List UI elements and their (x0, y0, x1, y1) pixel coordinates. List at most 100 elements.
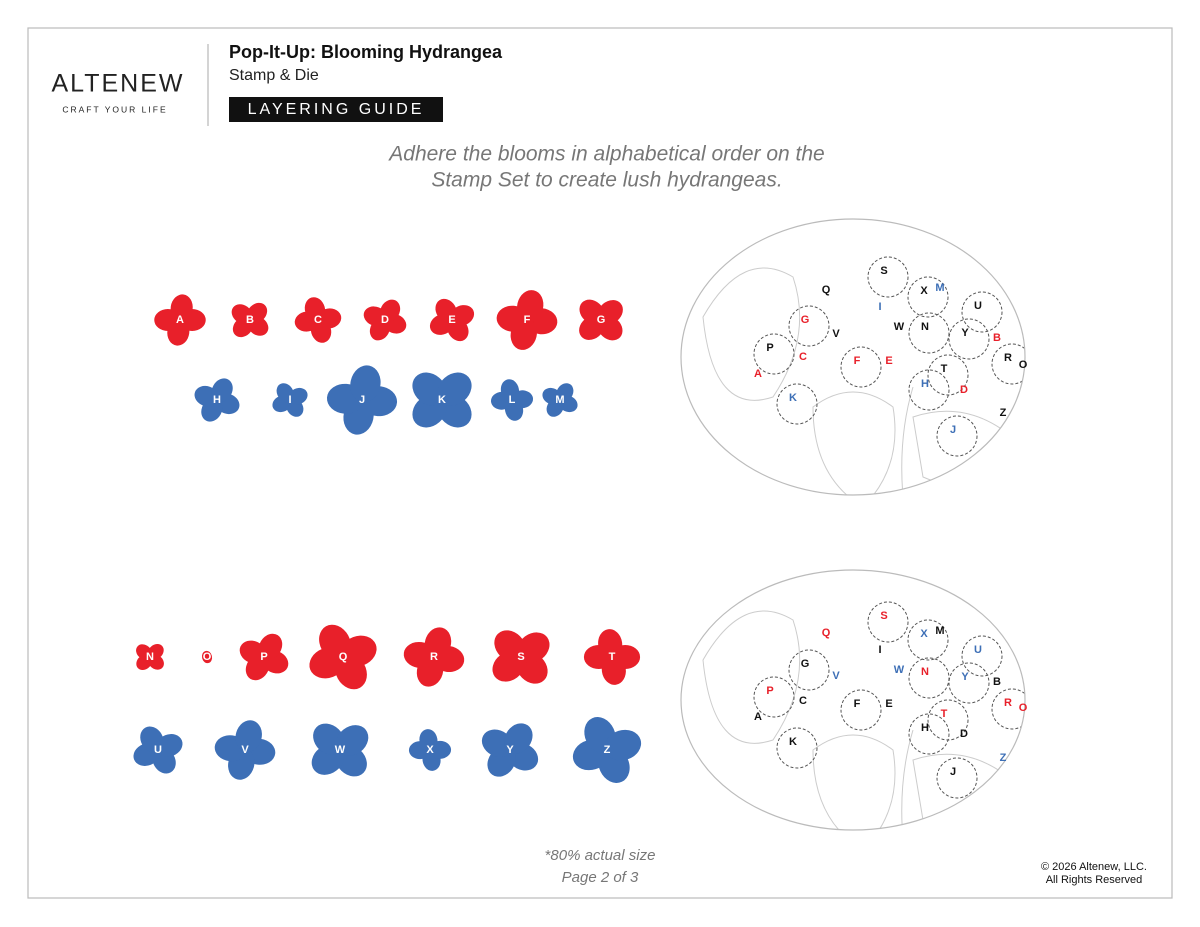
bloom (572, 717, 642, 783)
bloom-letter: W (335, 744, 346, 756)
diagram-letter: G (801, 658, 810, 670)
diagram-letter: U (974, 300, 982, 312)
diagram-letter: Z (1000, 752, 1007, 764)
petal (556, 383, 574, 403)
bloom-letter: C (314, 314, 322, 326)
bloom-letter: V (241, 744, 249, 756)
bloom (326, 365, 398, 435)
bloom-letter: H (213, 394, 221, 406)
bloom-outline (788, 649, 830, 691)
diagram-letter: B (993, 676, 1001, 688)
diagram-letter: M (935, 282, 944, 294)
petal (437, 372, 472, 406)
diagram-letter: B (993, 332, 1001, 344)
petal (235, 720, 262, 753)
petal (155, 734, 183, 757)
leaf-outline (912, 410, 1024, 488)
bloom (429, 298, 475, 342)
diagram-letter: A (754, 368, 762, 380)
bloom (542, 383, 578, 417)
diagram-letter: H (921, 378, 929, 390)
petal (258, 633, 283, 660)
bloom (496, 290, 558, 350)
diagram-letter: Z (1000, 407, 1007, 419)
diagram-letter: Q (822, 627, 831, 639)
bloom-letter: P (260, 651, 267, 663)
bloom (579, 299, 623, 341)
petal (597, 300, 623, 325)
bloom-letter: B (246, 314, 254, 326)
diagram-letter: S (880, 265, 887, 277)
diagram-letter: V (832, 328, 840, 340)
bloom-letter: D (381, 314, 389, 326)
bloom (136, 644, 164, 670)
diagram-letter: S (880, 610, 887, 622)
bloom-outline (908, 657, 950, 699)
bloom (492, 630, 550, 684)
bloom-outline (948, 662, 990, 704)
diagram-letter: Q (822, 284, 831, 296)
diagram-letter: P (766, 342, 773, 354)
title: Pop-It-Up: Blooming Hydrangea (229, 42, 503, 62)
bloom-outline (961, 635, 1003, 677)
bloom-letter: Z (604, 744, 611, 756)
petal (288, 387, 308, 405)
diagram-letter: Y (961, 671, 969, 683)
petal (136, 644, 153, 660)
bloom-letter: T (609, 651, 616, 663)
diagram-letter: K (789, 392, 797, 404)
bloom-letter: Y (506, 744, 514, 756)
bloom (363, 299, 407, 341)
petal (424, 627, 452, 660)
diagram-letter: F (854, 698, 861, 710)
bloom-outline (753, 676, 795, 718)
bloom-outline (936, 757, 978, 799)
badge: LAYERING GUIDE (248, 101, 425, 118)
page-number: Page 2 of 3 (562, 869, 639, 886)
bloom (311, 723, 369, 777)
bloom-outline (907, 276, 949, 318)
petal (201, 650, 213, 664)
petal (517, 290, 544, 323)
bloom-outline (907, 619, 949, 661)
diagram-letter: U (974, 644, 982, 656)
diagram-letter: E (885, 355, 892, 367)
bloom-letter: J (359, 394, 365, 406)
petal (379, 299, 401, 323)
bloom-outline (840, 689, 882, 731)
bloom (403, 627, 465, 687)
leaf-outline (812, 734, 896, 830)
petal (517, 632, 550, 664)
bloom (583, 629, 641, 685)
petal (350, 365, 381, 403)
petal (231, 304, 253, 324)
diagram-letter: T (941, 708, 948, 720)
bloom-outline (788, 305, 830, 347)
diagram-letter: Y (961, 327, 969, 339)
bloom-outline (908, 713, 950, 755)
bloom (294, 297, 342, 343)
copyright: © 2026 Altenew, LLC. (1041, 861, 1147, 873)
bloom-outline (936, 415, 978, 457)
stamp-art (702, 601, 1025, 830)
bloom (133, 726, 183, 774)
bloom (201, 650, 213, 664)
diagram-letter: I (878, 301, 881, 313)
leaf-outline (702, 610, 801, 744)
page-border (27, 27, 1173, 899)
instruction: Adhere the blooms in alphabetical order … (387, 143, 824, 166)
petal (340, 635, 377, 667)
bloom (214, 720, 276, 780)
bloom (272, 383, 308, 417)
petal (246, 302, 268, 324)
brand: ALTENEW (52, 70, 185, 98)
diagram-letter: J (950, 424, 956, 436)
bloom-outline (908, 369, 950, 411)
bloom (481, 723, 539, 777)
diagram-letter: N (921, 666, 929, 678)
diagram-frame (680, 569, 1026, 831)
diagram-letter: H (921, 722, 929, 734)
diagram-letter: K (789, 736, 797, 748)
diagram-letter: T (941, 363, 948, 375)
